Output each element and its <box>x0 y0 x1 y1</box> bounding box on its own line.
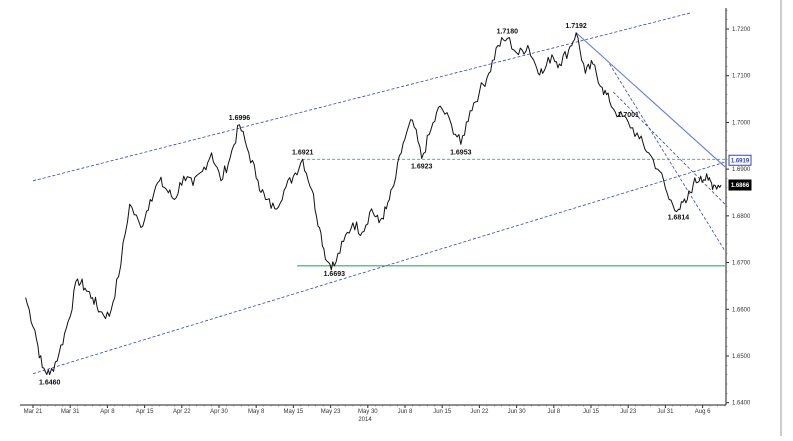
y-tick-label: 1.7100 <box>732 74 751 80</box>
dashed-trendline <box>32 161 726 375</box>
price-annotation: 1.7001 <box>617 112 639 119</box>
trendline-layer <box>32 12 726 375</box>
y-tick-label: 1.6800 <box>732 214 751 220</box>
price-annotation: 1.7180 <box>497 28 519 35</box>
x-tick-label: Mar 31 <box>61 409 80 415</box>
price-annotation: 1.6921 <box>292 149 314 156</box>
x-tick-label: Jun 30 <box>508 409 527 415</box>
price-series-line <box>25 32 722 376</box>
price-badge <box>728 179 752 191</box>
y-tick-label: 1.7000 <box>732 120 751 126</box>
price-annotation: 1.6460 <box>39 380 61 387</box>
x-tick-label: Jul 23 <box>620 409 637 415</box>
x-tick-label: Apr 30 <box>210 409 228 415</box>
x-tick-label: May 15 <box>284 409 304 415</box>
price-annotation: 1.7192 <box>565 23 587 30</box>
x-tick-label: Jul 31 <box>657 409 674 415</box>
price-annotation: 1.6923 <box>411 163 433 170</box>
price-badge <box>728 154 752 166</box>
x-tick-label: Jun 8 <box>398 409 413 415</box>
y-tick-label: 1.6500 <box>732 354 751 360</box>
x-tick-label: Jul 8 <box>547 409 560 415</box>
y-tick-label: 1.7200 <box>732 27 751 33</box>
price-annotation: 1.6814 <box>668 214 690 221</box>
y-tick-label: 1.6900 <box>732 167 751 173</box>
x-tick-label: May 8 <box>248 409 265 415</box>
price-badge-label: 1.6866 <box>731 183 750 189</box>
x-tick-label: Apr 8 <box>100 409 115 415</box>
x-tick-label: Mar 21 <box>24 409 43 415</box>
x-tick-label: Jul 15 <box>583 409 600 415</box>
dashed-trendline <box>609 63 726 252</box>
series-layer <box>25 32 722 376</box>
x-tick-label: Jun 15 <box>433 409 452 415</box>
axis-layer: 2014 Mar 21 Mar 31 Apr 8 Apr 15 Apr 22 Apr 30… <box>20 0 782 436</box>
x-axis-year-label: 2014 <box>358 417 372 423</box>
y-tick-label: 1.6600 <box>732 307 751 313</box>
x-tick-label: Apr 22 <box>173 409 191 415</box>
price-badge-label: 1.6919 <box>731 158 750 164</box>
price-badge-layer: 1.6919 1.6866 <box>728 154 752 191</box>
x-tick-label: Jun 22 <box>470 409 489 415</box>
price-annotation: 1.6996 <box>229 115 251 122</box>
price-annotation: 1.6953 <box>450 149 472 156</box>
price-annotation: 1.6693 <box>324 271 346 278</box>
solid-level-line <box>575 32 726 168</box>
x-tick-label: Aug 6 <box>695 409 711 415</box>
y-tick-label: 1.6400 <box>732 401 751 407</box>
dashed-trendline <box>613 91 726 205</box>
dashed-trendline <box>32 12 692 182</box>
annotation-layer: 1.6460 1.6996 1.6921 1.6693 1.6923 1.6953 1.71… <box>39 23 689 387</box>
x-tick-label: May 30 <box>358 409 378 415</box>
y-tick-label: 1.6700 <box>732 261 751 267</box>
x-tick-label: Apr 15 <box>136 409 154 415</box>
x-tick-label: May 23 <box>321 409 341 415</box>
